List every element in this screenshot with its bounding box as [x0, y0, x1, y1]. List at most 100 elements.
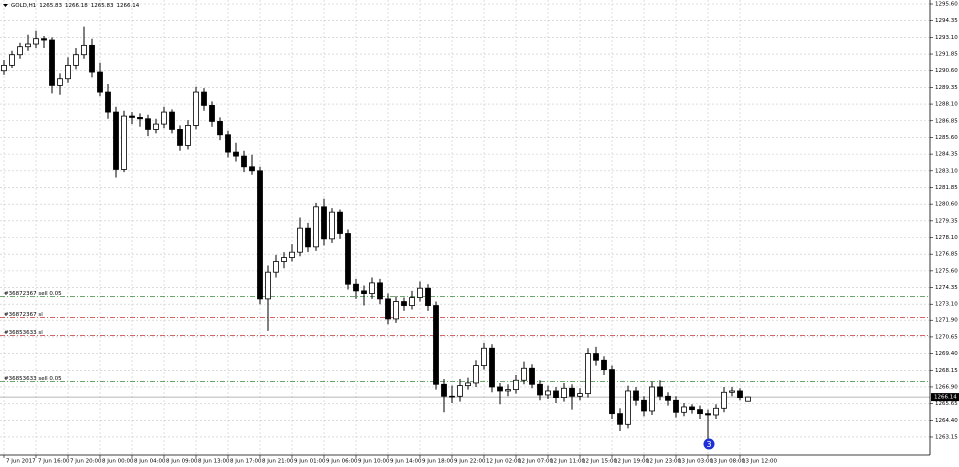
high: 1266.18 [65, 3, 88, 9]
candle-body [81, 44, 87, 56]
x-tick-label: 9 Jun 01:00 [294, 459, 326, 465]
order-label: #36872367 sell 0.05 [4, 291, 62, 297]
x-tick-label: 9 Jun 22:00 [454, 459, 486, 465]
x-tick-label: 9 Jun 10:00 [358, 459, 390, 465]
candle-body [593, 353, 599, 361]
low: 1265.83 [91, 3, 114, 9]
candle-body [225, 134, 231, 153]
x-tick-label: 12 Jun 07:00 [518, 459, 553, 465]
candle-body [473, 365, 479, 384]
candle-body [185, 125, 191, 146]
candle-body [553, 390, 559, 399]
x-tick-label: 12 Jun 19:00 [614, 459, 649, 465]
candle-body [417, 287, 423, 298]
candle-body [609, 369, 615, 415]
x-tick-label: 13 Jun 08:00 [710, 459, 745, 465]
candle-body [721, 391, 727, 409]
candle-body [9, 54, 15, 66]
candle-body [161, 111, 167, 125]
x-tick-label: 8 Jun 17:00 [230, 459, 262, 465]
y-tick-label: 1281.85 [935, 185, 958, 191]
candle-body [217, 121, 223, 136]
x-tick-label: 9 Jun 06:00 [326, 459, 358, 465]
y-tick-label: 1271.90 [935, 318, 958, 324]
candle-body [193, 91, 199, 126]
candles: 3 [1, 26, 751, 450]
bid-label-box [931, 393, 959, 402]
candle-body [401, 301, 407, 306]
candle-body [17, 46, 23, 56]
candle-body [377, 282, 383, 300]
x-tick-label: 7 Jun 2017 [6, 459, 36, 465]
x-tick-label: 9 Jun 14:00 [390, 459, 422, 465]
y-tick-label: 1264.40 [935, 418, 958, 424]
y-tick-label: 1269.40 [935, 351, 958, 357]
candle-body [209, 105, 215, 122]
candle-body [353, 283, 359, 292]
candle-body [241, 155, 247, 168]
candle-body [505, 389, 511, 392]
candle-body [689, 406, 695, 411]
candle-body [705, 413, 711, 416]
candle-body [105, 91, 111, 113]
y-tick-label: 1279.35 [935, 218, 958, 224]
y-tick-label: 1290.60 [935, 68, 958, 74]
bid-label: 1266.14 [934, 395, 957, 401]
candle-body [585, 353, 591, 395]
candle-body [545, 390, 551, 396]
x-tick-label: 7 Jun 20:00 [70, 459, 102, 465]
candle-body [345, 233, 351, 285]
candle-body [385, 298, 391, 320]
y-tick-label: 1263.15 [935, 434, 958, 440]
annotation-marker [703, 438, 715, 450]
candle-body [33, 38, 39, 45]
menu-triangle[interactable] [3, 4, 8, 7]
candle-body [633, 390, 639, 401]
grid [0, 0, 930, 455]
candle-body [89, 44, 95, 73]
y-tick-label: 1283.10 [935, 168, 958, 174]
candle-body [601, 359, 607, 371]
candle-body [65, 64, 71, 80]
candle-body [449, 395, 455, 398]
candle-body [265, 271, 271, 300]
candle-body [425, 287, 431, 306]
candle-body [97, 71, 103, 93]
y-tick-label: 1280.60 [935, 202, 958, 208]
candle-body [529, 367, 535, 385]
candle-body [177, 129, 183, 146]
candle-body [673, 399, 679, 413]
candle-body [729, 390, 735, 393]
candle-body [465, 382, 471, 387]
y-tick-label: 1278.10 [935, 235, 958, 241]
candle-body [25, 43, 31, 48]
candle-body [49, 39, 55, 86]
close: 1266.14 [117, 3, 140, 9]
y-tick-label: 1276.85 [935, 252, 958, 258]
candle-body [249, 166, 255, 172]
candle-body [393, 301, 399, 320]
candle-body [457, 385, 463, 397]
candle-body [513, 379, 519, 391]
x-tick-label: 12 Jun 15:00 [582, 459, 617, 465]
candle-body [201, 91, 207, 106]
candle-body [361, 290, 367, 294]
y-tick-label: 1291.85 [935, 52, 958, 58]
y-tick-label: 1294.35 [935, 18, 958, 24]
candle-body [745, 396, 751, 402]
x-tick-label: 8 Jun 04:00 [134, 459, 166, 465]
order-lines: #36872367 sell 0.05 #36872367 sl #36853633… [0, 291, 930, 398]
candle-body [617, 413, 623, 425]
candle-body [665, 395, 671, 401]
annotation-text: 3 [706, 440, 711, 449]
y-tick-label: 1295.60 [935, 2, 958, 8]
candle-body [649, 386, 655, 412]
x-tick-label: 9 Jun 18:00 [422, 459, 454, 465]
order-label: #36872367 sl [4, 312, 43, 318]
candle-body [129, 115, 135, 118]
candle-body [329, 211, 335, 240]
candle-body [289, 251, 295, 258]
x-tick-label: 12 Jun 02:00 [486, 459, 521, 465]
candle-body [521, 367, 527, 381]
candle-body [433, 305, 439, 385]
